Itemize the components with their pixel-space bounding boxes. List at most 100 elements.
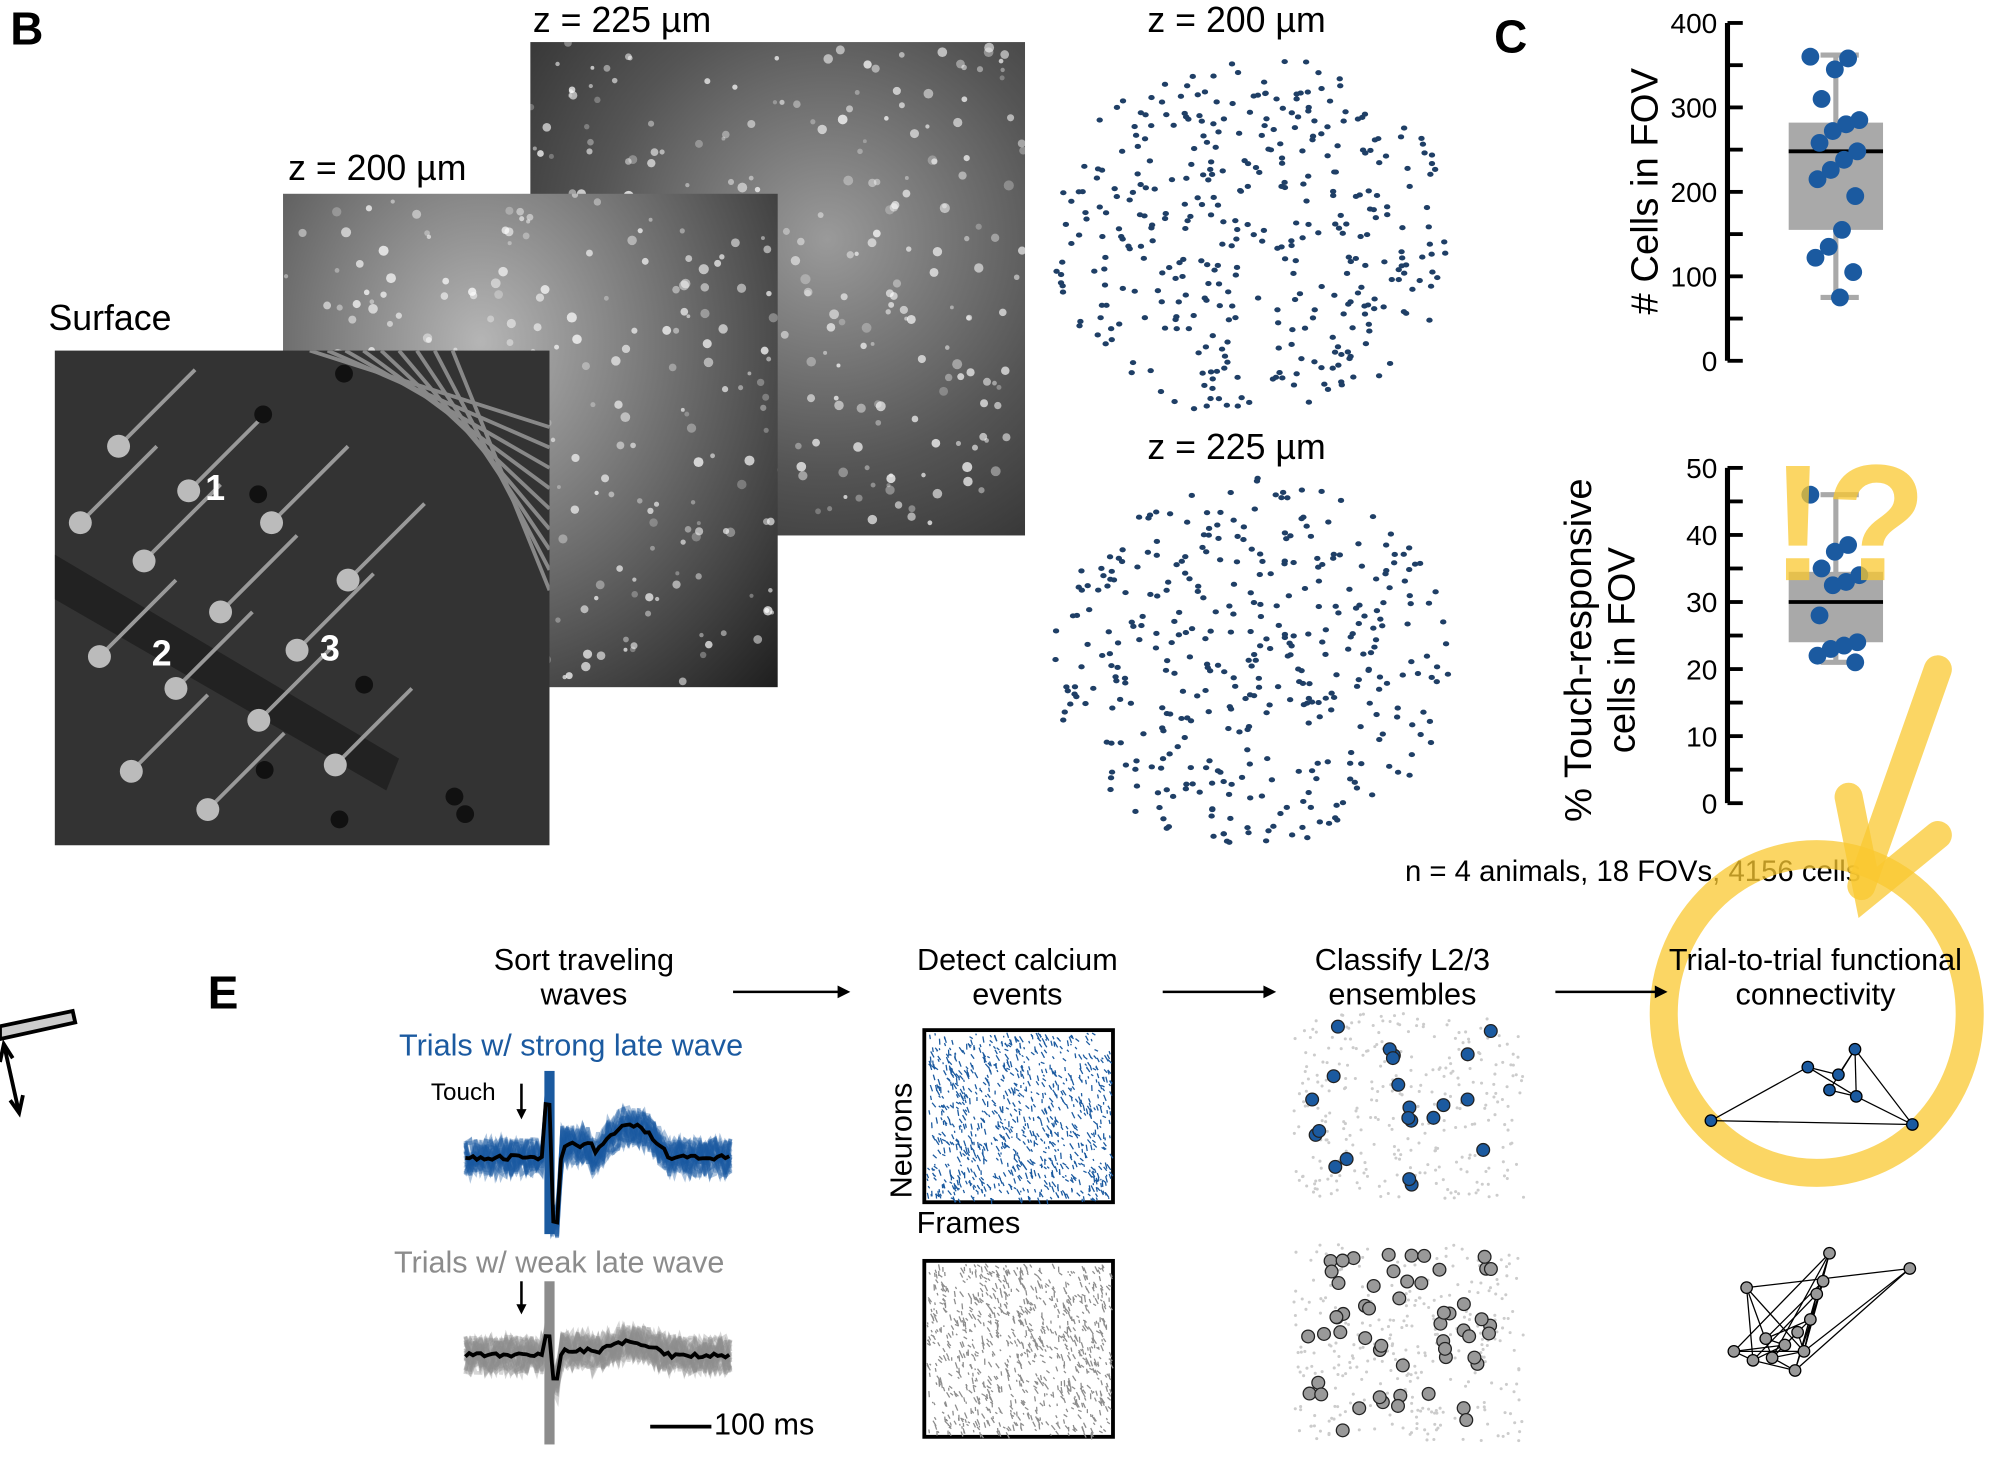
background-cell — [1449, 1377, 1453, 1381]
calcium-event — [1072, 1318, 1076, 1325]
background-cell — [1307, 1300, 1311, 1304]
calcium-event — [1079, 1387, 1084, 1392]
calcium-event — [1012, 1318, 1016, 1324]
calcium-event — [982, 1054, 986, 1060]
background-cell — [1473, 1122, 1477, 1126]
calcium-event — [1002, 1267, 1005, 1271]
background-cell — [1514, 1073, 1518, 1077]
calcium-event — [953, 1420, 957, 1425]
ensemble-cell — [1324, 1264, 1339, 1279]
roi — [1406, 567, 1413, 573]
calcium-event — [1064, 1174, 1067, 1177]
calcium-event — [989, 1340, 994, 1346]
roi — [1315, 564, 1322, 570]
roi — [1418, 135, 1425, 141]
calcium-event — [938, 1189, 941, 1193]
cell-body — [507, 241, 512, 246]
roi — [1234, 403, 1241, 409]
mean-trace — [464, 1334, 731, 1381]
calcium-event — [965, 1094, 969, 1099]
calcium-event — [1017, 1310, 1022, 1318]
calcium-event — [1076, 1315, 1080, 1319]
calcium-event — [1025, 1266, 1029, 1274]
calcium-event — [1048, 1097, 1054, 1103]
calcium-event — [972, 1157, 977, 1162]
calcium-event — [1101, 1179, 1106, 1183]
roi — [1102, 341, 1109, 347]
cell-body — [627, 55, 633, 61]
calcium-event — [1027, 1343, 1031, 1349]
calcium-event — [1030, 1328, 1034, 1332]
calcium-event — [938, 1169, 942, 1176]
calcium-event — [934, 1367, 937, 1372]
calcium-event — [1051, 1160, 1054, 1165]
calcium-event — [1050, 1130, 1053, 1137]
roi — [1254, 92, 1262, 98]
cell-body — [632, 577, 637, 582]
background-cell — [1454, 1160, 1459, 1164]
calcium-event — [1025, 1056, 1030, 1061]
roi — [1355, 541, 1362, 547]
calcium-event — [927, 1297, 933, 1303]
roi — [1075, 232, 1083, 238]
roi — [1205, 177, 1212, 183]
calcium-event — [1100, 1397, 1106, 1404]
trial-trace — [463, 1102, 732, 1227]
background-cell — [1342, 1120, 1346, 1124]
cell-body — [927, 155, 938, 166]
background-cell — [1346, 1063, 1350, 1067]
calcium-event — [1054, 1330, 1058, 1336]
calcium-event — [934, 1138, 940, 1146]
calcium-event — [942, 1287, 947, 1293]
cell-body — [556, 485, 561, 489]
calcium-event — [940, 1117, 943, 1121]
background-cell — [1309, 1424, 1313, 1428]
cell-body — [892, 279, 902, 288]
calcium-event — [1019, 1305, 1023, 1309]
roi — [1105, 629, 1112, 635]
cell-body — [412, 209, 422, 219]
calcium-event — [1020, 1399, 1026, 1406]
cell-body — [611, 356, 621, 366]
network-strong — [1704, 1042, 1919, 1131]
cell-body — [555, 61, 560, 67]
calcium-event — [1022, 1095, 1025, 1098]
calcium-event — [1006, 1098, 1011, 1105]
calcium-event — [936, 1292, 939, 1296]
roi — [1305, 695, 1313, 701]
electrode-trace — [78, 444, 159, 525]
calcium-event — [967, 1043, 971, 1049]
cell-body — [530, 103, 535, 111]
calcium-event — [986, 1093, 991, 1099]
cell-body — [835, 45, 845, 55]
scale-bar-label: 100 ms — [713, 1407, 815, 1442]
roi — [1353, 785, 1361, 791]
calcium-event — [960, 1146, 963, 1151]
cell-body — [621, 344, 631, 354]
calcium-event — [1030, 1174, 1034, 1179]
calcium-event — [1104, 1406, 1109, 1412]
roi — [1200, 595, 1207, 601]
roi — [1361, 111, 1369, 117]
roi — [1426, 241, 1434, 247]
cell-body — [699, 632, 704, 638]
roi — [1300, 798, 1307, 805]
background-cell — [1355, 1365, 1359, 1369]
roi — [1303, 523, 1310, 529]
calcium-event — [955, 1106, 959, 1110]
cell-body — [680, 307, 689, 316]
roi — [1360, 651, 1367, 657]
cell-body — [838, 318, 846, 326]
calcium-event — [1051, 1295, 1054, 1302]
calcium-event — [983, 1276, 988, 1280]
roi — [1274, 684, 1282, 690]
background-cell — [1306, 1077, 1310, 1081]
roi — [1256, 551, 1264, 557]
cell-body — [790, 255, 801, 266]
calcium-event — [1090, 1346, 1094, 1349]
cell-body — [490, 278, 501, 289]
background-cell — [1363, 1161, 1367, 1165]
electrode-trace — [257, 642, 337, 722]
calcium-event — [1086, 1105, 1092, 1113]
roi — [1299, 235, 1306, 241]
